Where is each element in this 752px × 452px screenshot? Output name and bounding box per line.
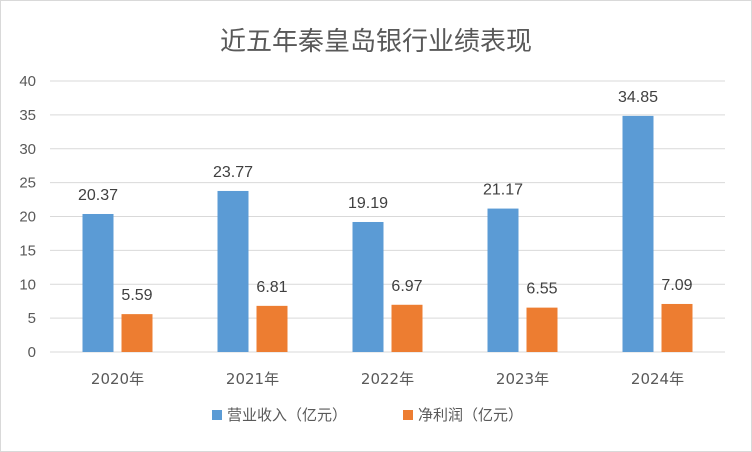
legend-label-profit: 净利润（亿元）	[418, 406, 523, 424]
y-tick-label: 40	[19, 73, 36, 90]
legend-swatch-revenue	[212, 410, 222, 420]
legend-swatch-profit	[403, 410, 413, 420]
revenue-bar	[352, 221, 384, 352]
y-tick-label: 10	[19, 276, 36, 293]
revenue-data-label: 19.19	[348, 195, 388, 212]
profit-bar	[256, 305, 288, 352]
profit-data-label: 7.09	[661, 277, 692, 294]
revenue-bar	[82, 213, 114, 352]
revenue-bar	[622, 115, 654, 352]
y-tick-label: 30	[19, 141, 36, 158]
y-tick-label: 15	[19, 242, 36, 259]
x-category-label: 2021年	[226, 370, 279, 388]
revenue-data-label: 34.85	[618, 89, 658, 106]
y-tick-label: 25	[19, 175, 36, 192]
revenue-bar	[487, 208, 519, 352]
profit-bar	[526, 307, 558, 352]
x-category-label: 2020年	[91, 370, 144, 388]
x-category-label: 2022年	[361, 370, 414, 388]
legend-label-revenue: 营业收入（亿元）	[227, 406, 347, 424]
x-axis-categories: 2020年 2021年 2022年 2023年 2024年	[91, 370, 684, 388]
profit-bar	[391, 304, 423, 352]
profit-bar	[661, 303, 693, 352]
revenue-data-label: 20.37	[78, 187, 118, 204]
y-tick-label: 20	[19, 209, 36, 226]
gridlines	[50, 80, 725, 353]
data-labels: 20.37 5.59 23.77 6.81 19.19 6.97 21.17 6.55 34.8…	[78, 89, 693, 304]
legend: 营业收入（亿元） 净利润（亿元）	[212, 406, 523, 424]
revenue-data-label: 23.77	[213, 164, 253, 181]
chart-title: 近五年秦皇岛银行业绩表现	[220, 27, 532, 57]
y-tick-label: 5	[28, 310, 36, 327]
profit-data-label: 6.55	[526, 281, 557, 298]
x-category-label: 2023年	[496, 370, 549, 388]
profit-data-label: 6.97	[391, 278, 422, 295]
revenue-bar	[217, 190, 249, 352]
profit-data-label: 5.59	[121, 287, 152, 304]
y-axis-ticks: 0 5 10 15 20 25 30 35 40	[19, 73, 36, 361]
profit-bar	[121, 314, 153, 352]
x-category-label: 2024年	[631, 370, 684, 388]
bars	[82, 115, 693, 352]
y-tick-label: 35	[19, 107, 36, 124]
profit-data-label: 6.81	[256, 279, 287, 296]
y-tick-label: 0	[28, 344, 36, 361]
revenue-data-label: 21.17	[483, 182, 523, 199]
